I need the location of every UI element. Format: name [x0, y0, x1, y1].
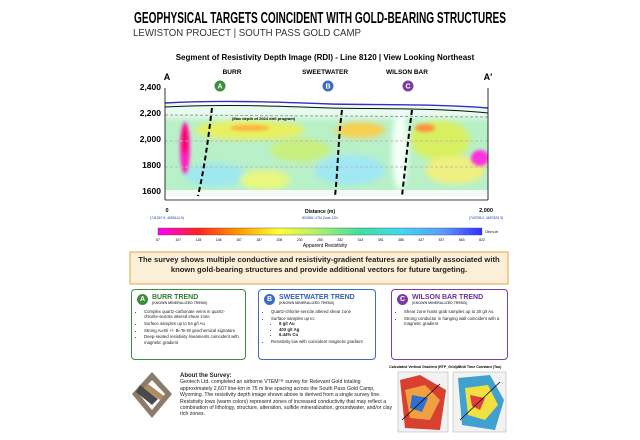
- scale-label: 822: [479, 238, 485, 242]
- sub-bullets: 8 g/t Au 403 g/t Ag 6.44% Cu: [271, 321, 370, 337]
- map: [452, 371, 507, 433]
- bullets: Quartz-chlorite-sericite altered shear z…: [264, 309, 370, 344]
- box-b: B SWEETWATER TREND (KNOWN MINERALIZED TRE…: [258, 289, 376, 360]
- bullet: Quartz-chlorite-sericite altered shear z…: [271, 309, 370, 314]
- map: [397, 371, 449, 433]
- targets: BURR A SWEETWATER B WILSON BAR C: [213, 69, 428, 93]
- y-label: 2,200: [140, 108, 162, 118]
- about-text: Geotech Ltd. completed an airborne VTEM™…: [180, 379, 393, 418]
- target-label: SWEETWATER: [302, 69, 348, 76]
- bullet: Resistivity low with coincident magnetic…: [271, 339, 370, 344]
- bullet: Deep-seated resistivity lineaments coinc…: [144, 334, 240, 344]
- banner-bg: [129, 251, 509, 285]
- box-title: WILSON BAR TREND: [412, 294, 484, 301]
- map-title: Calculated Vertical Gradient (RTP_Grid): [389, 365, 458, 369]
- scale-label: 386: [398, 238, 404, 242]
- rdi-image: [165, 104, 488, 196]
- coord: 803581 UTM Zone 12N: [302, 216, 338, 220]
- structure: [334, 109, 343, 197]
- box-subtitle: (KNOWN MINERALIZED TREND): [152, 301, 208, 305]
- y-label: 2,400: [140, 82, 162, 92]
- box-title: SWEETWATER TREND: [279, 294, 355, 301]
- bullet: Strong conductor in hanging wall coincid…: [404, 316, 502, 326]
- sub-bullet: 6.44% Cu: [279, 332, 370, 337]
- scale-label: 282: [337, 238, 343, 242]
- subtitle: LEWISTON PROJECT | SOUTH PASS GOLD CAMP: [133, 27, 361, 39]
- target-letter: B: [325, 84, 330, 91]
- sub-bullet: 403 g/t Ag: [279, 327, 370, 332]
- scale-label: 351: [378, 238, 384, 242]
- structure: [401, 109, 413, 197]
- target-marker: [213, 79, 227, 93]
- scale-label: 663: [459, 238, 465, 242]
- y-label: 2,000: [140, 134, 162, 144]
- logo: [132, 372, 172, 418]
- target-label: BURR: [223, 69, 242, 76]
- x-label: Distance (m): [305, 209, 335, 215]
- box-a: A BURR TREND(KNOWN MINERALIZED TREND) Co…: [131, 289, 246, 360]
- drill-depth: [164, 104, 489, 114]
- bullet: Shear zone hosts grab samples up to 30 g…: [404, 309, 502, 314]
- badge: B: [264, 294, 275, 305]
- scale-unit: Ohm-m: [485, 229, 499, 234]
- y-label: 1600: [142, 186, 161, 196]
- coord: (743798.0, 4697825.3): [469, 216, 503, 220]
- box-c: C WILSON BAR TREND (KNOWN MINERALIZED TRE…: [391, 289, 508, 360]
- coord: (741267.9, 4699114.9): [150, 216, 184, 220]
- sub-bullet: 8 g/t Au: [279, 321, 370, 326]
- target-marker: [321, 79, 335, 93]
- map-title: dB/dt Time Constant (Tau): [457, 365, 502, 369]
- title: GEOPHYSICAL TARGETS COINCIDENT WITH GOLD…: [134, 10, 506, 27]
- box-subtitle: (KNOWN MINERALIZED TREND): [279, 301, 335, 305]
- scale-label: 67: [156, 238, 160, 242]
- bullets: Shear zone hosts grab samples up to 30 g…: [397, 309, 502, 326]
- y-label: 1800: [142, 160, 161, 170]
- bullet: Complex quartz-carbonate veins in quartz…: [144, 309, 240, 319]
- scale-label: 208: [277, 238, 283, 242]
- scale-label: 437: [418, 238, 424, 242]
- about-title: About the Survey:: [180, 373, 232, 379]
- scale-label: 107: [175, 238, 181, 242]
- scale-title: Apparent Resistivity: [303, 243, 348, 249]
- dashed-guides: [164, 114, 489, 168]
- bullet: Strong Au-Bi +/- Bi-Te-W geochemical sig…: [144, 328, 240, 333]
- bullets: Complex quartz-carbonate veins in quartz…: [137, 309, 240, 345]
- scale-label: 128: [196, 238, 202, 242]
- color-scale: [157, 227, 483, 236]
- scale-label: 167: [236, 238, 242, 242]
- y-labels: 2,400 2,200 2,000 1800 1600: [140, 82, 162, 196]
- section-title: Segment of Resistivity Depth Image (RDI)…: [176, 53, 475, 62]
- scale-label: 537: [439, 238, 445, 242]
- box-title: BURR TREND: [152, 294, 199, 301]
- scale-labels: 67 107 128 146 167 187 208 230 250 282 314 351 386 43…: [156, 238, 485, 242]
- target-letter: A: [217, 84, 222, 91]
- structure: [197, 107, 213, 197]
- scale-label: 250: [317, 238, 323, 242]
- x-end: 2,000: [479, 208, 493, 214]
- scale-label: 146: [216, 238, 222, 242]
- badge: C: [397, 294, 408, 305]
- target-marker: [401, 79, 415, 93]
- end-label: A: [164, 72, 171, 82]
- scale-label: 187: [256, 238, 262, 242]
- bullet: Surface samples up to: 8 g/t Au 403 g/t …: [271, 316, 370, 337]
- scale-label: 230: [297, 238, 303, 242]
- x-start: 0: [165, 208, 168, 214]
- bullet-text: Surface samples up to:: [271, 315, 315, 321]
- banner-text: The survey shows multiple conductive and…: [138, 255, 500, 274]
- target-label: WILSON BAR: [386, 69, 428, 76]
- bullet: Surface samples up to 54 g/t Au: [144, 321, 240, 326]
- about: About the Survey: Geotech Ltd. completed…: [180, 373, 394, 418]
- target-letter: C: [405, 84, 410, 91]
- annotation: (Max depth of 2024 drill program): [232, 116, 296, 121]
- scale-label: 314: [358, 238, 364, 242]
- guide: [164, 114, 489, 118]
- badge: A: [137, 294, 148, 305]
- topography: [164, 100, 489, 109]
- end-label: A′: [484, 72, 493, 82]
- structures: [197, 107, 413, 197]
- box-subtitle: (KNOWN MINERALIZED TREND): [412, 301, 468, 305]
